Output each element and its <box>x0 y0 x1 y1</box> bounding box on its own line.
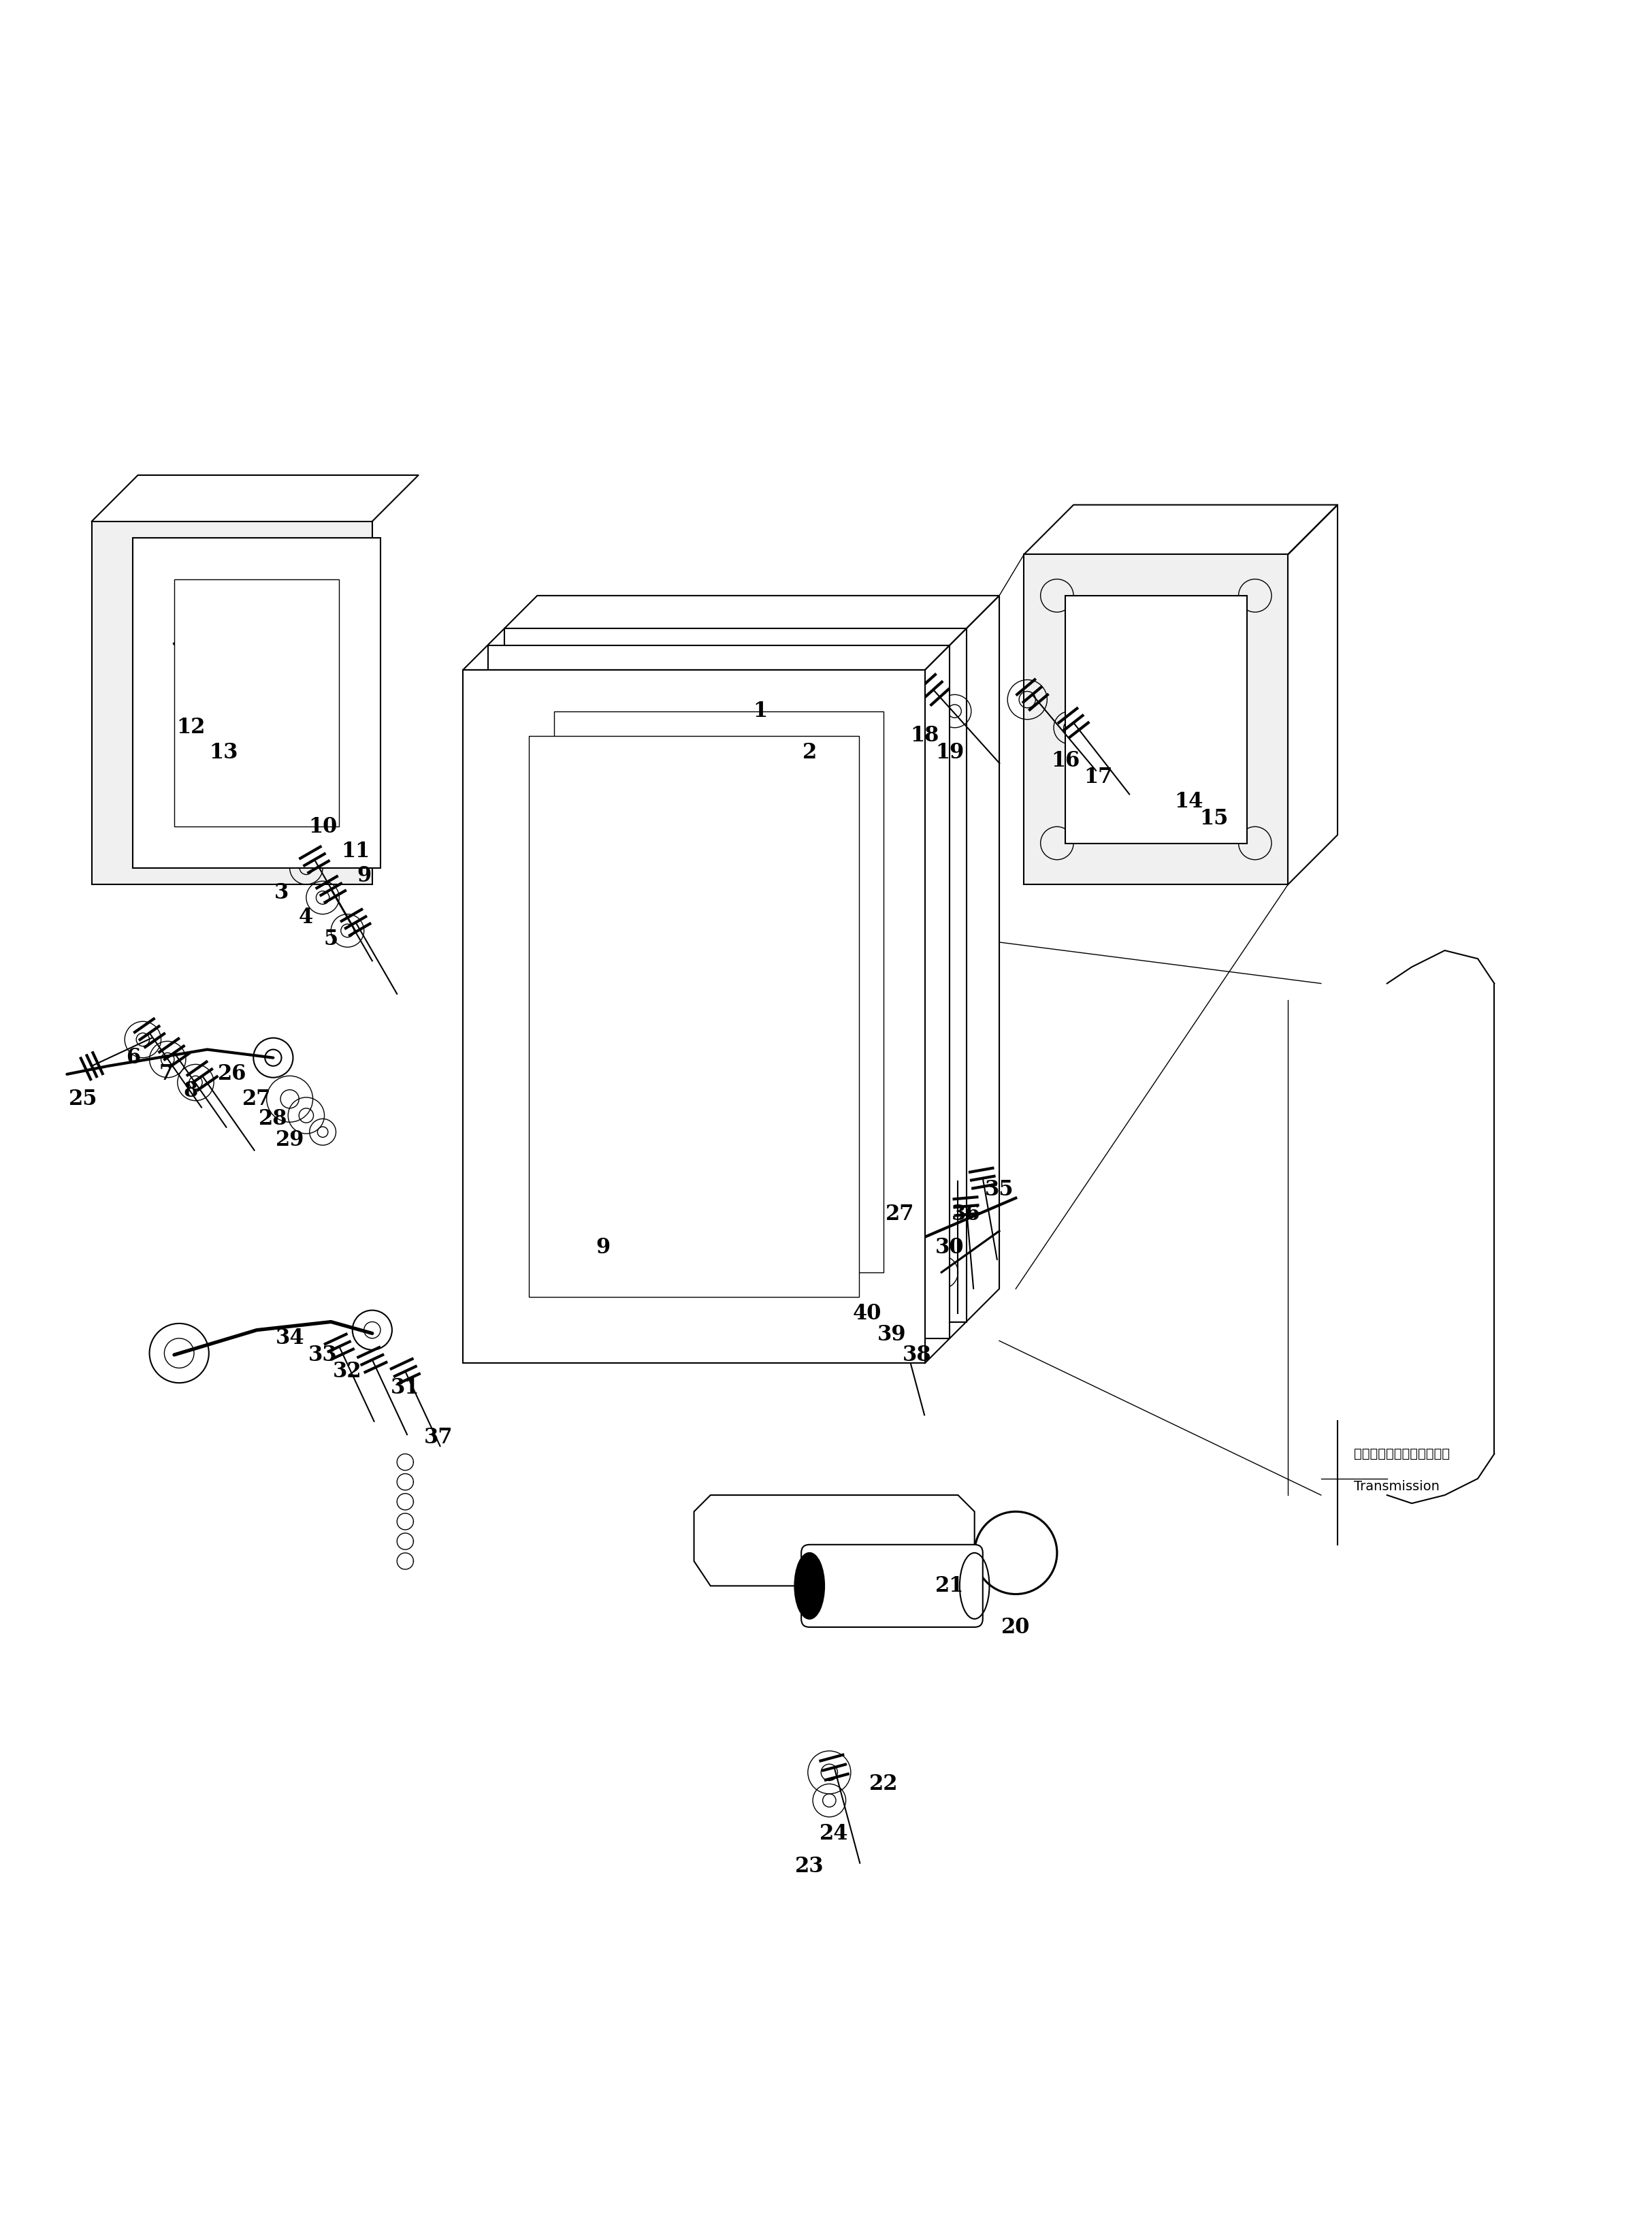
Polygon shape <box>173 580 339 828</box>
Text: 1: 1 <box>753 701 767 721</box>
Text: 28: 28 <box>259 1109 287 1129</box>
Text: 26: 26 <box>218 1064 246 1084</box>
Text: 22: 22 <box>869 1774 899 1794</box>
Text: 18: 18 <box>910 725 940 747</box>
Polygon shape <box>487 645 950 1339</box>
Polygon shape <box>553 712 884 1272</box>
Text: 14: 14 <box>1175 792 1203 812</box>
Text: 39: 39 <box>877 1325 907 1345</box>
Polygon shape <box>93 522 372 883</box>
Text: 34: 34 <box>276 1327 304 1350</box>
Text: 27: 27 <box>885 1205 915 1225</box>
Text: 32: 32 <box>334 1361 362 1381</box>
Text: 10: 10 <box>309 817 337 837</box>
FancyBboxPatch shape <box>801 1544 983 1626</box>
Polygon shape <box>1024 553 1289 883</box>
Polygon shape <box>463 669 925 1363</box>
Ellipse shape <box>795 1553 824 1620</box>
Polygon shape <box>1066 596 1247 843</box>
Text: 13: 13 <box>210 743 238 763</box>
Text: 4: 4 <box>299 906 314 928</box>
Text: 12: 12 <box>177 716 205 738</box>
Text: 36: 36 <box>952 1205 981 1225</box>
Text: 38: 38 <box>902 1345 932 1365</box>
Text: 6: 6 <box>126 1046 140 1069</box>
Text: 8: 8 <box>183 1080 198 1102</box>
Text: 31: 31 <box>392 1377 420 1399</box>
Text: 23: 23 <box>795 1856 824 1876</box>
Text: 3: 3 <box>274 881 289 904</box>
Text: 37: 37 <box>425 1428 453 1448</box>
Text: 25: 25 <box>69 1089 97 1109</box>
Text: 5: 5 <box>324 928 339 950</box>
Polygon shape <box>504 629 966 1321</box>
Text: 24: 24 <box>819 1823 849 1845</box>
Polygon shape <box>694 1495 975 1586</box>
Text: Transmission: Transmission <box>1355 1481 1439 1493</box>
Text: トランスミッションケース: トランスミッションケース <box>1355 1448 1450 1461</box>
Text: 33: 33 <box>309 1345 337 1365</box>
Polygon shape <box>132 538 380 868</box>
Text: 27: 27 <box>243 1089 271 1109</box>
Text: 29: 29 <box>276 1129 304 1151</box>
Text: 11: 11 <box>342 841 370 861</box>
Text: 21: 21 <box>935 1575 965 1597</box>
Text: 40: 40 <box>852 1303 882 1325</box>
Text: 9: 9 <box>596 1236 611 1258</box>
Text: 35: 35 <box>985 1180 1014 1200</box>
Text: 20: 20 <box>1001 1617 1031 1638</box>
Text: 19: 19 <box>935 743 965 763</box>
Text: 2: 2 <box>803 743 816 763</box>
Text: 9: 9 <box>357 866 372 886</box>
Text: 15: 15 <box>1199 808 1227 830</box>
Polygon shape <box>570 694 900 1256</box>
Text: 16: 16 <box>1051 750 1080 772</box>
Text: 30: 30 <box>935 1236 965 1258</box>
Polygon shape <box>529 736 859 1296</box>
Text: 17: 17 <box>1084 767 1113 788</box>
Text: 7: 7 <box>159 1064 173 1084</box>
